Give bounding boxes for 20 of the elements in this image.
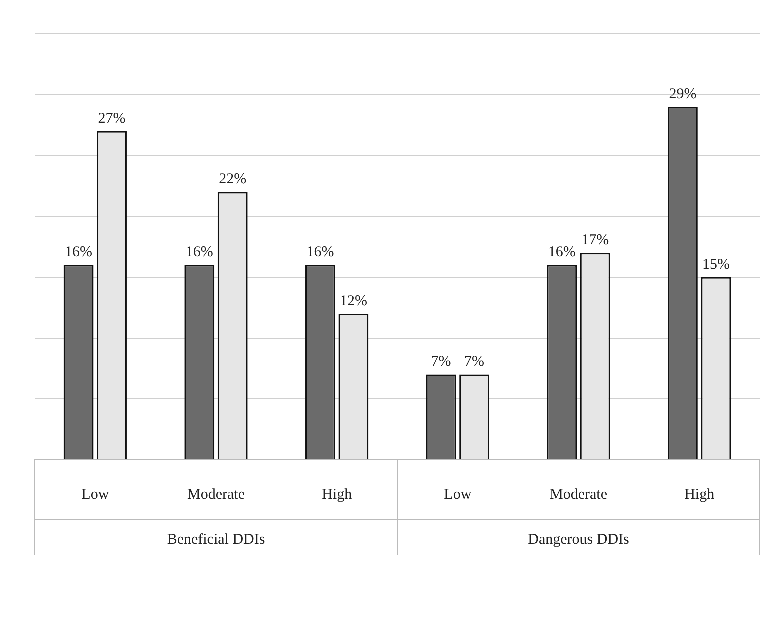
data-label: 7% bbox=[464, 354, 485, 370]
data-label: 17% bbox=[582, 232, 610, 249]
x-tick-label: Low bbox=[444, 486, 472, 503]
text: Beneficial DDIs bbox=[167, 532, 266, 548]
data-label: 12% bbox=[340, 293, 368, 310]
data-label: 16% bbox=[548, 244, 576, 261]
data-label: 29% bbox=[669, 86, 697, 102]
x-tick-label: Moderate bbox=[550, 486, 608, 503]
data-label: 16% bbox=[186, 244, 214, 261]
data-label: 22% bbox=[219, 172, 247, 188]
data-label: 16% bbox=[65, 244, 93, 261]
x-tick-label: High bbox=[684, 486, 716, 503]
text: Dangerous DDIs bbox=[528, 532, 630, 548]
data-label: 15% bbox=[702, 256, 730, 273]
data-label: 27% bbox=[98, 110, 126, 127]
data-label: 7% bbox=[431, 354, 452, 370]
x-tick-label: High bbox=[322, 486, 353, 503]
x-tick-label: Moderate bbox=[188, 486, 246, 503]
x-tick-label: Low bbox=[82, 486, 110, 503]
data-label: 16% bbox=[306, 244, 334, 261]
